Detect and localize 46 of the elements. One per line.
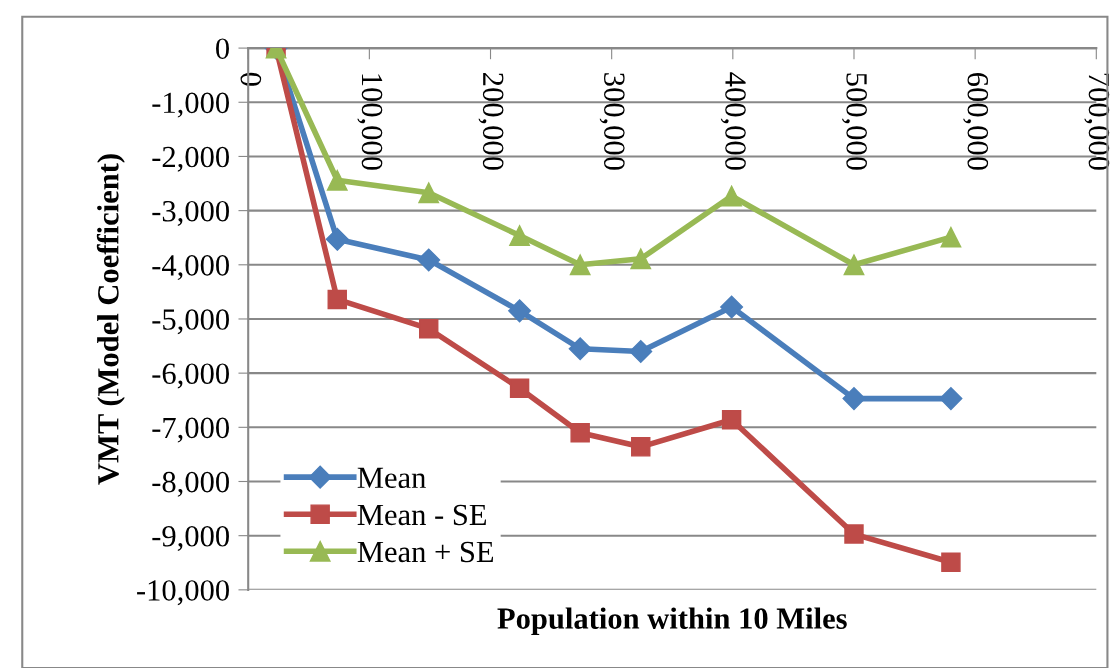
point [721,185,743,207]
x-tick-label: 300,000 [599,73,625,170]
point [419,318,439,339]
y-tick-label: -6,000 [152,363,229,389]
point [631,437,651,457]
legend-label: Mean - SE [357,504,486,526]
x-tick-label: 600,000 [963,73,989,170]
point [941,552,961,572]
point [940,226,962,248]
point [939,387,963,411]
y-tick-label: -2,000 [152,146,229,172]
point [417,248,441,272]
y-tick-label: -9,000 [152,525,229,551]
legend-label: Mean + SE [357,541,494,563]
point [509,378,530,399]
y-tick-label: -1,000 [152,92,229,118]
point [325,227,349,251]
x-tick-label: 400,000 [720,72,746,170]
y-tick-label: -10,000 [137,580,229,606]
point [721,410,742,430]
point [629,339,653,363]
point [843,254,865,276]
y-tick-label: -5,000 [152,309,229,335]
x-tick-label: 500,000 [841,73,867,170]
point [418,182,440,204]
point [569,254,591,276]
x-axis-title: Population within 10 Miles [497,607,847,636]
point [568,337,592,361]
point [508,299,532,323]
point [720,295,744,319]
point [842,387,866,411]
y-axis-title: VMT (Model Coefficient) [96,154,125,485]
point [630,248,652,270]
point [326,169,348,191]
y-tick-label: 0 [216,38,229,59]
y-tick-label: -4,000 [152,255,229,281]
y-tick-label: -3,000 [152,200,229,226]
point [327,289,347,310]
legend-label: Mean [357,467,426,489]
point [509,225,531,246]
y-tick-label: -8,000 [152,471,229,497]
y-tick-label: -7,000 [152,417,229,443]
point [844,524,864,544]
x-tick-label: 200,000 [478,73,504,170]
point [570,423,590,443]
x-tick-label: 100,000 [357,74,383,170]
